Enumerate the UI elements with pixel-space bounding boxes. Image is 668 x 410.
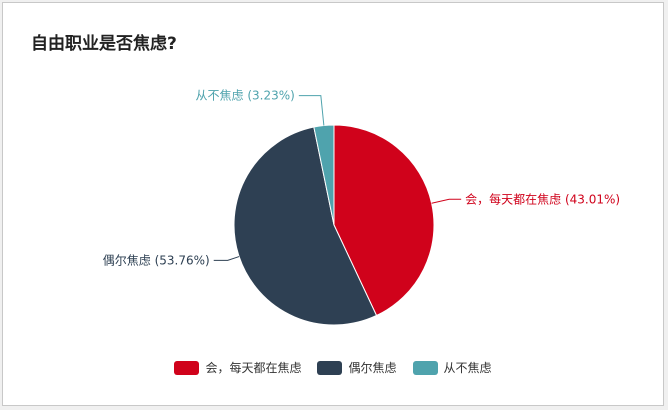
slice-occasional-anxiety[interactable]: [233, 126, 378, 326]
label-occasional-anxiety: 偶尔焦虑 (53.76%): [103, 252, 210, 267]
chart-legend: 会，每天都在焦虑 偶尔焦虑 从不焦虑: [3, 359, 663, 376]
label-daily-anxiety: 会，每天都在焦虑 (43.01%): [465, 191, 620, 206]
legend-swatch: [174, 360, 200, 375]
legend-item[interactable]: 从不焦虑: [412, 359, 492, 376]
leader-line: [431, 198, 462, 204]
legend-item[interactable]: 会，每天都在焦虑: [174, 359, 301, 376]
leader-line: [213, 256, 240, 261]
legend-label: 从不焦虑: [443, 361, 492, 375]
leader-line: [298, 95, 325, 126]
chart-title: 自由职业是否焦虑?: [31, 34, 177, 54]
legend-swatch: [412, 360, 438, 375]
label-never-anxious: 从不焦虑 (3.23%): [196, 89, 295, 103]
legend-label: 偶尔焦虑: [348, 361, 397, 375]
slice-daily-anxiety[interactable]: [333, 124, 435, 317]
pie-chart: 会，每天都在焦虑 (43.01%) 偶尔焦虑 (53.76%) 从不焦虑 (3.23…: [103, 89, 620, 326]
legend-item[interactable]: 偶尔焦虑: [317, 359, 397, 376]
legend-label: 会，每天都在焦虑: [205, 361, 302, 375]
chart-card: 自由职业是否焦虑? 会，每天都在焦虑 (43.01%) 偶尔焦虑 (53.76%)…: [2, 2, 664, 406]
legend-swatch: [317, 360, 343, 375]
